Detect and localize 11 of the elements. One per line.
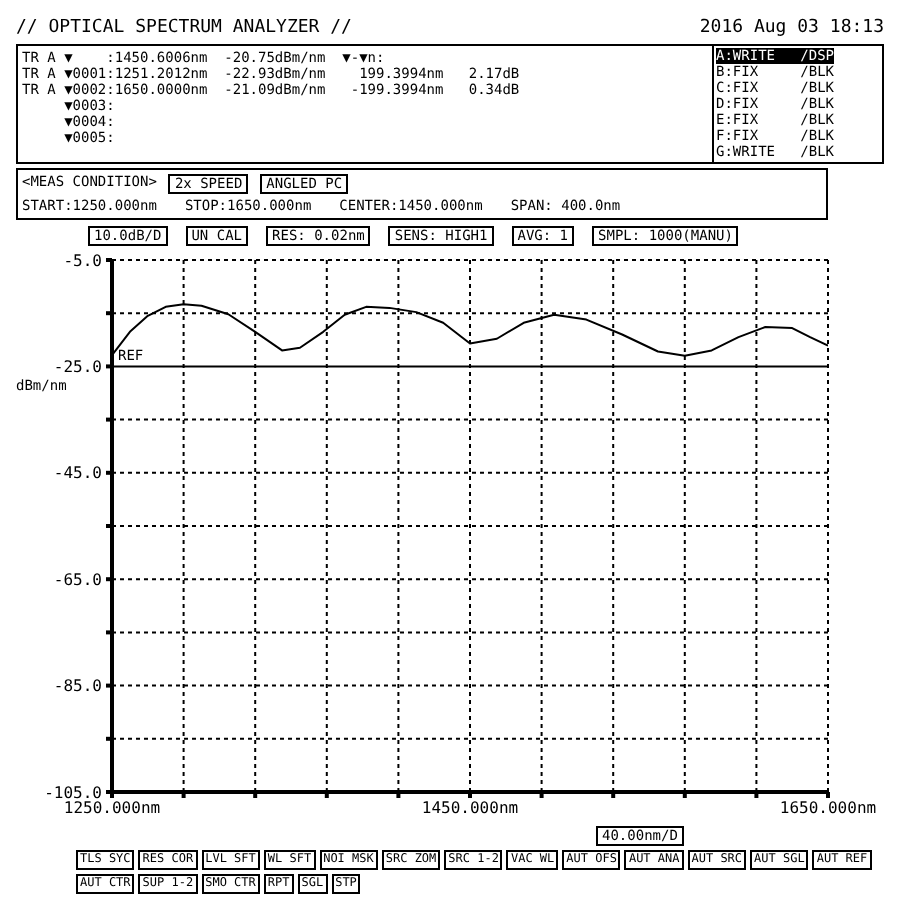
chart-title: // OPTICAL SPECTRUM ANALYZER // — [16, 16, 352, 40]
y-tick-label: -5.0 — [63, 251, 103, 270]
y-tick-label: -45.0 — [53, 464, 103, 483]
x-tick-label: 1650.000nm — [779, 799, 877, 818]
x-tick-label: 1450.000nm — [421, 799, 519, 818]
y-tick-label: -105.0 — [44, 783, 103, 802]
y-tick-label: -65.0 — [53, 570, 103, 589]
chart-subtitle: 2016 Aug 03 18:13 — [699, 16, 884, 40]
y-tick-label: -85.0 — [53, 677, 103, 696]
y-tick-label: -25.0 — [53, 358, 103, 377]
x-tick-label: 1250.000nm — [63, 799, 161, 818]
